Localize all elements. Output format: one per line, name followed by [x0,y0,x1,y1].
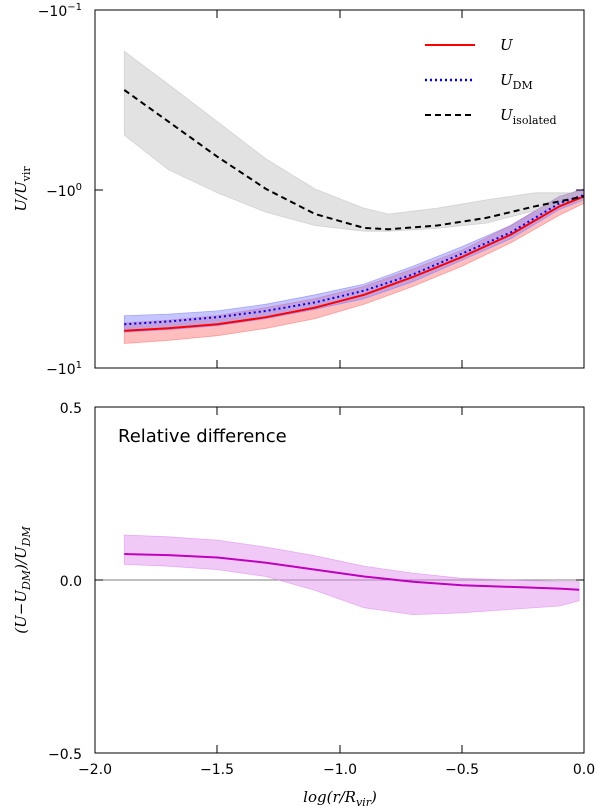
u-isolated-series-line [123,89,585,231]
u-dm-series-line [124,194,585,326]
bottom-plot-area [95,534,584,616]
top-panel: −10−1 −100 −101 U/Uvir U UDM [12,2,585,378]
svg-text:0.5: 0.5 [60,401,82,417]
svg-text:−0.5: −0.5 [48,747,82,763]
legend-uiso-label: Uisolated [500,106,557,127]
xtick-label-1: −2.0 [78,762,112,778]
legend-udm-label: UDM [500,71,533,92]
bottom-ytick-1: 0.5 [60,401,584,417]
u-series-line [124,195,585,332]
svg-text:−10−1: −10−1 [38,2,82,20]
xtick-label-4: −0.5 [445,762,479,778]
bottom-ytick-2: 0.0 [60,574,584,590]
xtick-label-3: −1.0 [323,762,357,778]
bottom-xticks [94,407,585,753]
top-ylabel: U/Uvir [12,166,33,212]
top-xticks [94,10,585,368]
bottom-ytick-3: −0.5 [48,747,584,763]
bottom-panel: 0.5 0.0 −0.5 −2.0 −1.5 −1.0 −0.5 0.0 (U−… [12,401,595,809]
svg-text:0.0: 0.0 [60,574,82,590]
legend-u-label: U [500,36,514,54]
xtick-label-2: −1.5 [200,762,234,778]
top-ytick-2: −100 [46,182,584,200]
xtick-label-5: 0.0 [573,762,595,778]
svg-text:−101: −101 [46,360,82,378]
legend: U UDM Uisolated [425,36,557,127]
svg-text:−100: −100 [46,182,82,200]
annotation-relative-difference: Relative difference [118,426,287,447]
top-ytick-1: −10−1 [38,2,584,20]
bottom-ylabel: (U−UDM)/UDM [12,526,33,634]
top-ytick-3: −101 [46,360,584,378]
top-plot-area [123,50,585,344]
xlabel: log(r/Rvir) [303,788,377,809]
diff-series-line [124,553,580,591]
